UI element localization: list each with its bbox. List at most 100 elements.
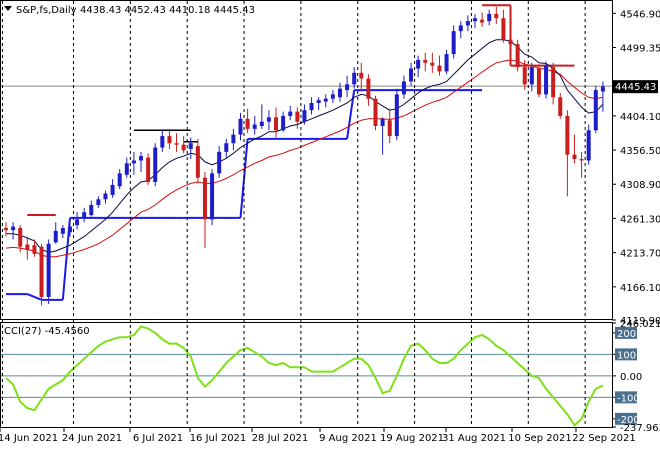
candle-body (465, 21, 470, 26)
candle-body (451, 31, 456, 55)
time-label: 14 Jun 2021 (0, 433, 58, 444)
candle-body (96, 199, 101, 205)
cci-tick-box (615, 348, 637, 361)
candlestick-series (4, 6, 605, 306)
price-tick-label: 4119.90 (620, 316, 660, 327)
candle-body (600, 86, 605, 92)
candle-body (139, 156, 144, 161)
candle-body (586, 130, 591, 161)
candle-body (430, 62, 435, 66)
cci-tick-box (615, 391, 637, 404)
candle-body (259, 121, 264, 126)
cci-axis: 246.0216200 100 0.00 -100 -200-237.9632 (612, 319, 660, 434)
candle-body (103, 193, 108, 200)
price-pane[interactable]: 4546.90 4499.35 4404.10 4356.50 4308.90 4261.… (0, 0, 660, 328)
candle-body (565, 115, 570, 155)
cci-tick-label: -200 (617, 415, 640, 426)
candle-body (153, 147, 158, 183)
candle-body (295, 111, 300, 122)
candle-body (508, 39, 513, 45)
candle-body (131, 160, 136, 164)
candle-body (337, 88, 342, 98)
candle-body (359, 72, 364, 79)
candle-body (117, 173, 122, 187)
candle-body (458, 25, 463, 32)
candle-body (330, 94, 335, 99)
cci-tick-box (615, 412, 637, 425)
candle-body (323, 98, 328, 102)
candle-body (252, 124, 257, 129)
time-label: 9 Aug 2021 (319, 433, 377, 444)
candle-body (529, 67, 534, 85)
cci-line (5, 325, 604, 427)
time-label: 22 Sep 2021 (572, 433, 635, 444)
stop-connector (26, 293, 42, 301)
cci-tick-box (615, 326, 637, 339)
candle-body (366, 78, 371, 99)
ohlc-readout: 4438.43 4452.43 4410.18 4445.43 (80, 5, 255, 16)
candle-body (75, 219, 80, 226)
candle-body (202, 177, 207, 220)
time-label: 16 Jul 2021 (190, 433, 247, 444)
candle-body (352, 72, 357, 85)
price-tick-label: 4213.70 (620, 249, 660, 260)
candle-body (238, 118, 243, 135)
candle-body (373, 98, 378, 126)
price-tick-label: 4499.35 (620, 43, 660, 54)
cci-pane[interactable]: 246.0216200 100 0.00 -100 -200-237.9632 CCI(… (0, 319, 660, 434)
price-tick-label: 4166.10 (620, 283, 660, 294)
price-tick-label: 4356.50 (620, 146, 660, 157)
candle-body (39, 246, 44, 297)
slow-ema-line (5, 59, 603, 258)
candle-body (167, 136, 172, 144)
candle-body (89, 204, 94, 216)
candle-body (281, 115, 286, 131)
candle-body (245, 118, 250, 129)
cci-pane-border (0, 322, 613, 428)
session-separators (1, 1, 586, 427)
candle-body (46, 243, 51, 297)
candle-body (288, 111, 293, 116)
time-label: 10 Sep 2021 (508, 433, 571, 444)
candle-body (53, 230, 58, 243)
candle-body (302, 110, 307, 122)
price-tick-label: 4261.30 (620, 214, 660, 225)
collapse-arrow-icon[interactable] (4, 6, 12, 11)
candle-body (536, 68, 541, 95)
candle-body (501, 18, 506, 40)
candle-body (423, 59, 428, 63)
cci-tick-label: -237.9632 (620, 423, 660, 434)
cci-level-lines (0, 353, 612, 398)
candle-body (224, 143, 229, 152)
candle-body (558, 97, 563, 116)
candle-body (124, 163, 129, 175)
candle-body (593, 90, 598, 131)
candle-body (345, 84, 350, 91)
current-price-tag (612, 80, 658, 94)
candle-body (416, 59, 421, 69)
candle-body (444, 54, 449, 72)
candle-body (174, 143, 179, 145)
candle-body (380, 118, 385, 126)
time-label: 19 Aug 2021 (380, 433, 444, 444)
cci-tick-label: 0.00 (620, 372, 642, 383)
candle-body (60, 227, 65, 234)
price-tick-label: 4546.90 (620, 9, 660, 20)
candle-body (522, 67, 527, 85)
candle-body (316, 100, 321, 103)
price-tick-label: 4308.90 (620, 180, 660, 191)
time-label: 28 Jul 2021 (252, 433, 309, 444)
candle-body (394, 94, 399, 137)
cci-tick-label: 100 (617, 350, 636, 361)
price-tick-label: 4404.10 (620, 112, 660, 123)
candle-body (487, 13, 492, 22)
candle-body (551, 67, 556, 98)
cci-tick-label: 200 (617, 329, 636, 340)
candle-body (309, 102, 314, 111)
price-pane-border (0, 0, 613, 320)
cci-label: CCI(27) -45.4560 (4, 326, 90, 337)
candle-body (160, 136, 165, 148)
